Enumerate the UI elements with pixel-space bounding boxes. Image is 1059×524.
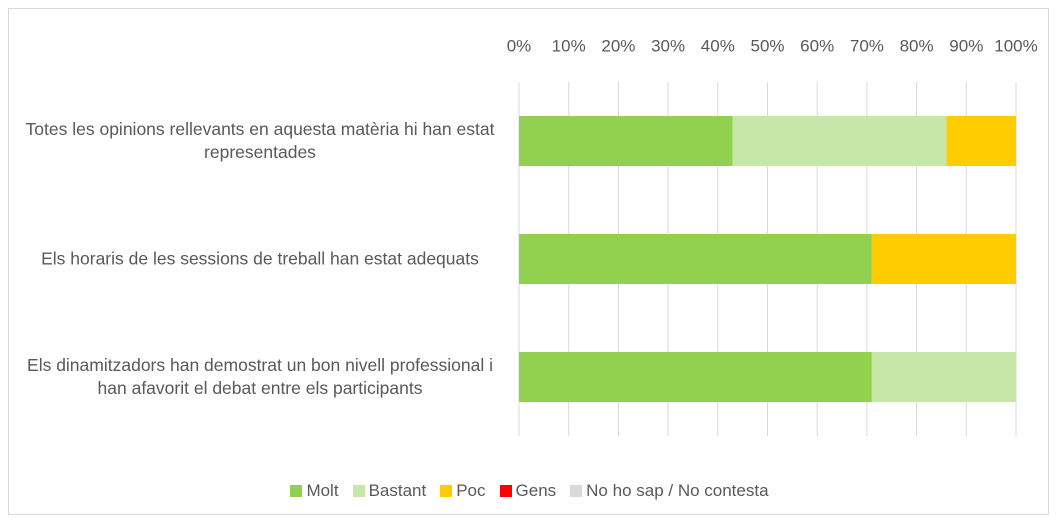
x-tick-label: 20% — [601, 36, 635, 55]
chart-frame — [8, 8, 1049, 515]
legend-swatch — [499, 485, 512, 497]
x-tick-label: 30% — [651, 36, 685, 55]
legend-swatch — [440, 485, 453, 497]
legend-item: Gens — [499, 481, 557, 501]
legend-label: Bastant — [368, 481, 427, 500]
category-label: Els dinamitzadors han demostrat un bon n… — [27, 355, 493, 398]
x-tick-label: 60% — [800, 36, 834, 55]
legend-swatch — [570, 485, 583, 497]
x-tick-label: 10% — [552, 36, 586, 55]
legend-item: Poc — [440, 481, 486, 501]
x-tick-label: 50% — [750, 36, 784, 55]
legend-swatch — [352, 485, 365, 497]
x-tick-label: 90% — [949, 36, 983, 55]
legend-item: Molt — [290, 481, 339, 501]
x-tick-label: 70% — [850, 36, 884, 55]
legend-item: Bastant — [352, 481, 427, 501]
bar-segment — [519, 116, 733, 166]
legend: Molt Bastant Poc Gens No ho sap / No contest… — [0, 481, 1059, 501]
x-tick-label: 0% — [507, 36, 532, 55]
x-tick-label: 80% — [900, 36, 934, 55]
legend-label: Poc — [456, 481, 486, 500]
bar-segment — [871, 234, 1016, 284]
legend-label: Molt — [306, 481, 339, 500]
category-label: Els horaris de les sessions de treball h… — [41, 248, 479, 269]
x-tick-label: 100% — [994, 36, 1037, 55]
bar-segment — [519, 352, 872, 402]
bar-segment — [946, 116, 1016, 166]
category-label: Totes les opinions rellevants en aquesta… — [25, 119, 495, 162]
legend-swatch — [290, 485, 303, 497]
legend-label: Gens — [515, 481, 557, 500]
legend-label: No ho sap / No contesta — [586, 481, 769, 500]
x-tick-label: 40% — [701, 36, 735, 55]
bar-segment — [519, 234, 872, 284]
bar-segment — [871, 352, 1016, 402]
legend-item: No ho sap / No contesta — [570, 481, 769, 501]
bar-segment — [732, 116, 947, 166]
